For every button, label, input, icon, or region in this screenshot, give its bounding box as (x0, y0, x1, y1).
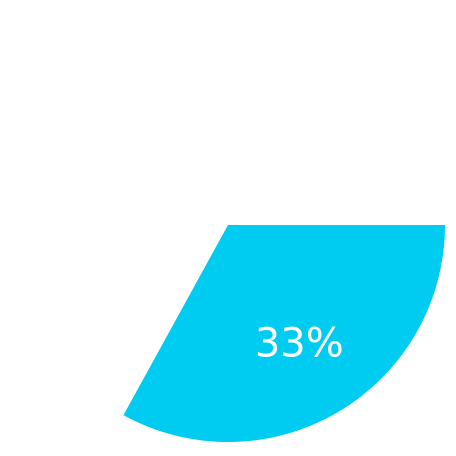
pie-slices (123, 225, 446, 443)
pie-slice (123, 225, 446, 443)
pie-labels: 33% (255, 321, 344, 367)
pie-slice-label: 33% (255, 321, 344, 367)
